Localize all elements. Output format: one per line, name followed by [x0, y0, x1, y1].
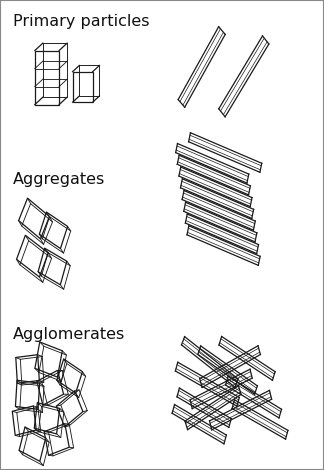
Text: Primary particles: Primary particles — [13, 14, 149, 29]
Text: Aggregates: Aggregates — [13, 172, 105, 187]
Text: Agglomerates: Agglomerates — [13, 327, 125, 342]
